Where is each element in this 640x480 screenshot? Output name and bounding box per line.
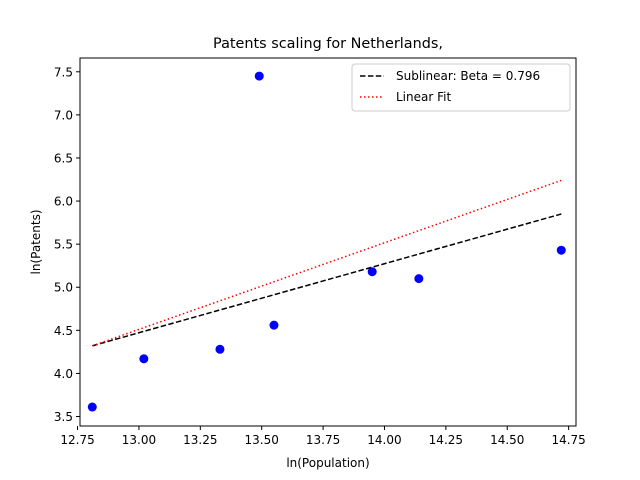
data-point [255, 72, 264, 81]
y-tick-label: 5.0 [54, 281, 73, 295]
y-tick-label: 5.5 [54, 238, 73, 252]
y-axis-label: ln(Patents) [29, 209, 43, 274]
x-tick-label: 14.75 [551, 433, 585, 447]
data-point [557, 246, 566, 255]
legend-sublinear-label: Sublinear: Beta = 0.796 [396, 69, 540, 83]
y-tick-label: 3.5 [54, 410, 73, 424]
legend: Sublinear: Beta = 0.796 Linear Fit [352, 64, 570, 111]
data-point [88, 403, 97, 412]
chart-title: Patents scaling for Netherlands, [213, 36, 443, 52]
x-axis: 12.75 13.00 13.25 13.50 13.75 14.00 14.25 14.50… [60, 426, 585, 447]
x-tick-label: 12.75 [60, 433, 94, 447]
y-tick-label: 7.5 [54, 65, 73, 79]
data-point [215, 345, 224, 354]
x-axis-label: ln(Population) [286, 456, 369, 470]
x-tick-label: 14.25 [429, 433, 463, 447]
data-point [139, 354, 148, 363]
y-tick-label: 6.5 [54, 151, 73, 165]
y-tick-label: 4.5 [54, 324, 73, 338]
legend-linear-label: Linear Fit [396, 90, 451, 104]
y-tick-label: 6.0 [54, 195, 73, 209]
x-tick-label: 14.00 [367, 433, 401, 447]
y-tick-label: 7.0 [54, 108, 73, 122]
x-tick-label: 13.25 [183, 433, 217, 447]
x-tick-label: 13.50 [245, 433, 279, 447]
x-tick-label: 13.00 [122, 433, 156, 447]
x-tick-label: 13.75 [306, 433, 340, 447]
data-point [368, 267, 377, 276]
x-tick-label: 14.50 [490, 433, 524, 447]
y-tick-label: 4.0 [54, 367, 73, 381]
data-point [269, 321, 278, 330]
data-point [414, 274, 423, 283]
